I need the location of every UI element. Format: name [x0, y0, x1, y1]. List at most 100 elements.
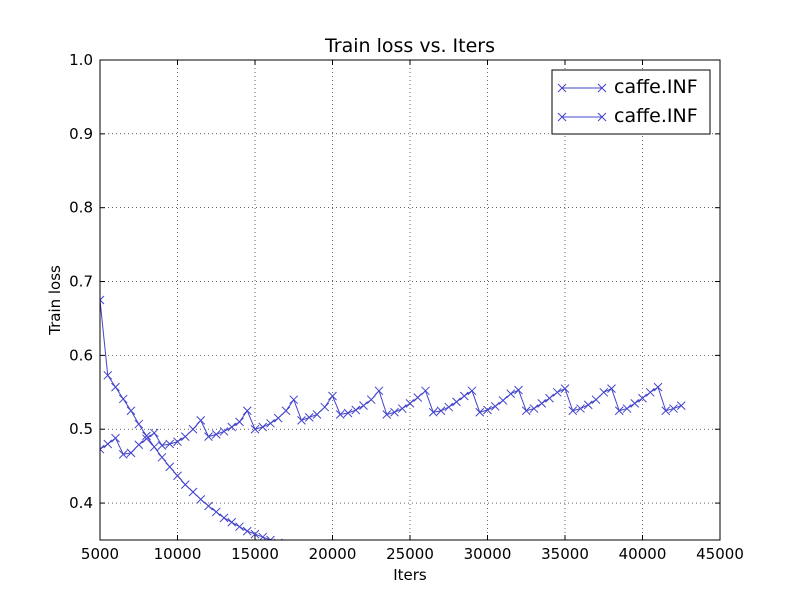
- series-1: [100, 295, 290, 549]
- data-point: [506, 389, 516, 399]
- data-point: [111, 382, 120, 392]
- data-point: [126, 406, 136, 416]
- x-tick-label: 45000: [696, 545, 744, 563]
- data-point: [599, 387, 609, 397]
- data-point: [211, 430, 221, 439]
- data-point: [149, 428, 159, 438]
- data-point: [157, 441, 167, 450]
- data-point: [428, 407, 438, 417]
- legend-marker: [557, 83, 567, 93]
- data-point: [188, 424, 198, 434]
- data-point: [576, 404, 585, 413]
- data-point: [304, 413, 314, 422]
- series-line: [100, 386, 682, 455]
- data-point: [142, 434, 151, 444]
- data-point: [312, 410, 322, 419]
- data-point: [266, 535, 275, 540]
- data-point: [638, 393, 647, 403]
- data-point: [661, 406, 671, 416]
- data-point: [483, 405, 492, 415]
- data-point: [568, 406, 578, 416]
- data-point: [165, 439, 175, 449]
- legend-marker: [597, 112, 607, 122]
- data-point: [281, 406, 291, 416]
- data-point: [250, 424, 260, 434]
- y-tick-label: 0.9: [69, 125, 93, 143]
- x-axis-label: Iters: [393, 566, 427, 584]
- data-point: [242, 526, 252, 536]
- data-point: [235, 522, 244, 532]
- data-point: [126, 448, 136, 458]
- data-point: [227, 517, 237, 527]
- data-point: [676, 401, 686, 410]
- legend-entry: caffe.INF: [557, 76, 698, 98]
- data-point: [413, 393, 423, 402]
- data-point: [204, 501, 213, 511]
- data-point: [397, 404, 407, 413]
- data-point: [444, 402, 454, 412]
- data-point: [173, 471, 182, 481]
- legend-marker: [557, 112, 567, 122]
- data-point: [111, 433, 120, 443]
- data-point: [630, 399, 640, 408]
- data-point: [545, 393, 554, 403]
- data-point: [467, 386, 477, 396]
- data-point: [258, 422, 268, 432]
- data-point: [405, 399, 415, 408]
- data-point: [289, 395, 299, 405]
- legend: caffe.INF caffe.INF: [551, 69, 711, 135]
- data-point: [100, 444, 105, 454]
- data-point: [297, 416, 306, 425]
- data-point: [134, 440, 144, 450]
- data-point: [196, 416, 206, 425]
- data-point: [537, 399, 547, 408]
- data-point: [118, 394, 128, 404]
- data-point: [250, 529, 260, 539]
- x-tick-label: 25000: [386, 545, 434, 563]
- data-point: [188, 487, 198, 497]
- data-point: [653, 382, 663, 392]
- data-point: [282, 541, 290, 549]
- data-point: [421, 386, 430, 396]
- x-tick-label: 35000: [541, 545, 589, 563]
- y-tick-label: 0.6: [69, 346, 93, 364]
- data-point: [227, 422, 237, 432]
- y-axis-label: Train loss: [46, 265, 64, 336]
- x-tick-label: 15000: [231, 545, 279, 563]
- legend-box: [551, 69, 711, 135]
- data-point: [211, 507, 221, 517]
- y-tick-label: 0.8: [69, 199, 93, 217]
- data-point: [134, 419, 144, 429]
- data-point: [219, 513, 229, 523]
- data-point: [366, 395, 376, 405]
- x-tick-label: 30000: [464, 545, 512, 563]
- data-point: [452, 397, 461, 407]
- legend-label: caffe.INF: [614, 76, 698, 98]
- data-point: [560, 384, 570, 393]
- data-point: [390, 407, 399, 417]
- data-point: [180, 432, 190, 441]
- data-point: [196, 495, 206, 504]
- data-point: [242, 406, 252, 416]
- data-point: [328, 391, 337, 401]
- x-tick-label: 20000: [309, 545, 357, 563]
- x-tick-label: 10000: [154, 545, 202, 563]
- legend-entry: caffe.INF: [557, 105, 698, 127]
- data-point: [490, 401, 500, 411]
- data-point: [669, 404, 678, 413]
- legend-marker: [597, 83, 607, 93]
- data-point: [645, 387, 655, 397]
- data-point: [521, 406, 531, 416]
- legend-label: caffe.INF: [614, 105, 698, 127]
- data-point: [591, 395, 601, 405]
- ticks: 5000 10000 15000 20000 25000 30000 35000 40000 4…: [69, 51, 744, 563]
- x-tick-label: 40000: [619, 545, 667, 563]
- data-point: [614, 406, 624, 416]
- y-tick-label: 0.7: [69, 273, 93, 291]
- data-point: [142, 431, 151, 441]
- data-point: [204, 432, 213, 441]
- data-point: [320, 402, 330, 412]
- data-point: [157, 452, 167, 462]
- data-point: [165, 462, 175, 472]
- data-point: [335, 410, 345, 419]
